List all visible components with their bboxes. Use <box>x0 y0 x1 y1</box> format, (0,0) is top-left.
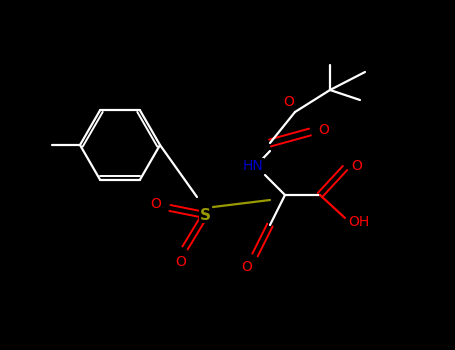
Text: O: O <box>352 159 363 173</box>
Text: S: S <box>199 208 211 223</box>
Text: O: O <box>176 255 187 269</box>
Text: O: O <box>242 260 253 274</box>
Text: O: O <box>151 197 162 211</box>
Text: O: O <box>318 123 329 137</box>
Text: O: O <box>283 95 294 109</box>
Text: HN: HN <box>243 159 263 173</box>
Text: OH: OH <box>349 215 369 229</box>
